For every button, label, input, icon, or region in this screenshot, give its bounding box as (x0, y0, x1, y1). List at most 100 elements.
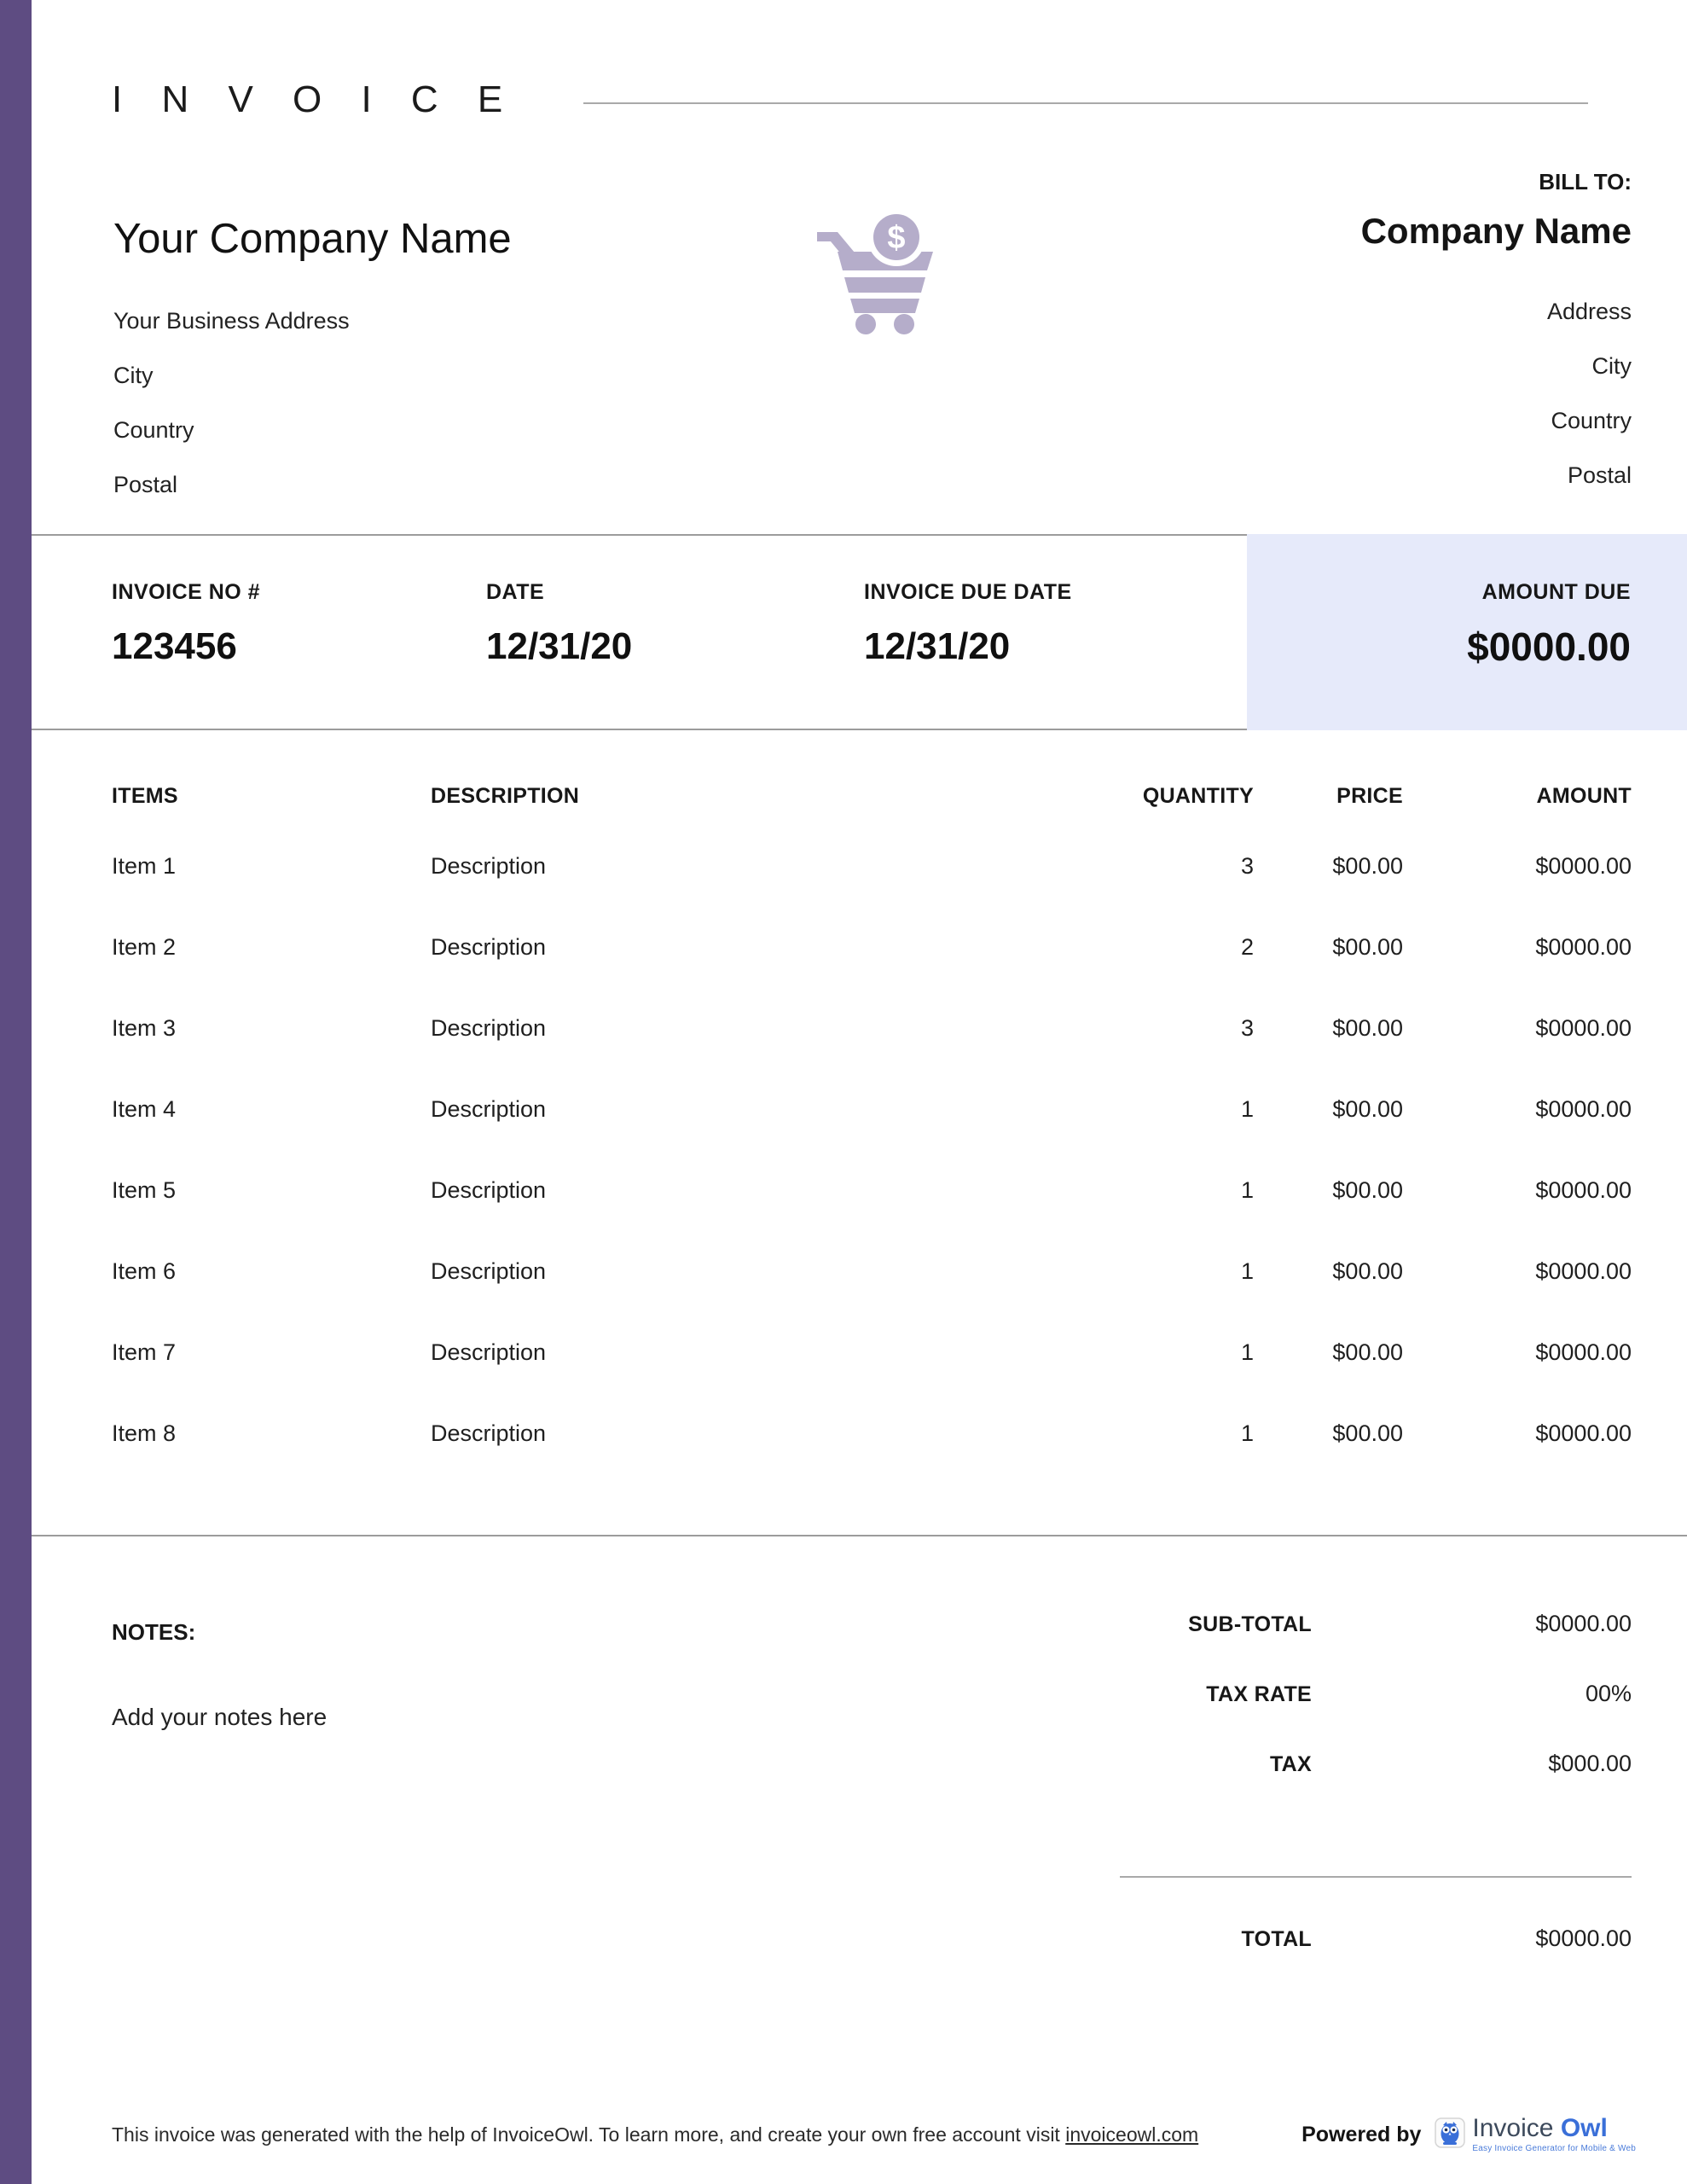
subtotal-value: $0000.00 (1535, 1611, 1632, 1636)
table-cell-price: $00.00 (1332, 1096, 1403, 1122)
table-cell-amount: $0000.00 (1535, 1258, 1632, 1284)
table-cell-item: Item 4 (112, 1096, 177, 1122)
column-header-amount: AMOUNT (1536, 784, 1632, 808)
footer-note: This invoice was generated with the help… (112, 2123, 1198, 2146)
table-cell-amount: $0000.00 (1535, 1339, 1632, 1365)
table-cell-quantity: 1 (1240, 1339, 1254, 1365)
seller-address-line: City (113, 363, 154, 388)
table-cell-item: Item 6 (112, 1258, 177, 1284)
table-cell-amount: $0000.00 (1535, 1015, 1632, 1041)
table-cell-price: $00.00 (1332, 1420, 1403, 1446)
table-cell-description: Description (431, 1420, 547, 1446)
totals-divider (1120, 1876, 1632, 1878)
table-cell-item: Item 2 (112, 934, 177, 960)
table-cell-quantity: 3 (1240, 853, 1254, 879)
table-cell-price: $00.00 (1332, 934, 1403, 960)
tax-value: $000.00 (1548, 1751, 1632, 1776)
table-cell-description: Description (431, 1177, 547, 1203)
table-cell-price: $00.00 (1332, 1258, 1403, 1284)
bill-to-address-line: Address (1546, 299, 1632, 324)
section-divider (0, 1535, 1687, 1536)
invoice-number-label: INVOICE NO # (112, 580, 261, 604)
table-cell-amount: $0000.00 (1535, 934, 1632, 960)
table-cell-item: Item 3 (112, 1015, 177, 1041)
amount-due-value: $0000.00 (1467, 624, 1631, 669)
invoice-date-value: 12/31/20 (486, 625, 633, 667)
powered-by-label: Powered by (1301, 2122, 1422, 2146)
svg-text:$: $ (887, 220, 905, 256)
tax-rate-label: TAX RATE (1206, 1682, 1312, 1706)
tax-rate-value: 00% (1585, 1681, 1632, 1706)
bill-to-address-line: City (1591, 353, 1632, 379)
bill-to-label: BILL TO: (1539, 169, 1632, 195)
owl-icon (1435, 2117, 1466, 2148)
seller-address-line: Your Business Address (113, 308, 350, 334)
subtotal-label: SUB-TOTAL (1188, 1612, 1312, 1636)
invoiceowl-link[interactable]: invoiceowl.com (1065, 2123, 1199, 2146)
total-row: TOTAL $0000.00 (1120, 1926, 1632, 1952)
invoiceowl-logo: Invoice Owl Easy Invoice Generator for M… (1435, 2116, 1636, 2153)
table-cell-description: Description (431, 1339, 547, 1365)
table-cell-description: Description (431, 1096, 547, 1122)
amount-due-label: AMOUNT DUE (1481, 580, 1631, 604)
page-title: I N V O I C E (112, 78, 518, 120)
table-cell-quantity: 1 (1240, 1420, 1254, 1446)
footer-note-text: This invoice was generated with the help… (112, 2123, 1066, 2146)
seller-address: Your Business Address City Country Posta… (113, 280, 659, 498)
column-header-description: DESCRIPTION (431, 784, 580, 808)
tax-rate-row: TAX RATE 00% (1120, 1681, 1632, 1707)
seller-address-line: Postal (113, 472, 178, 497)
invoice-due-date-value: 12/31/20 (864, 625, 1011, 667)
logo-invoice-text: Invoice (1472, 2114, 1554, 2142)
bill-to-company-name: Company Name (1360, 211, 1632, 251)
table-cell-amount: $0000.00 (1535, 1177, 1632, 1203)
total-value: $0000.00 (1535, 1926, 1632, 1951)
table-cell-quantity: 2 (1240, 934, 1254, 960)
table-cell-amount: $0000.00 (1535, 1420, 1632, 1446)
powered-by-block: Powered by Invoice Owl Easy Invoice Gene… (1301, 2116, 1636, 2154)
table-cell-item: Item 5 (112, 1177, 177, 1203)
title-divider (583, 102, 1588, 104)
subtotal-row: SUB-TOTAL $0000.00 (1120, 1611, 1632, 1637)
table-cell-description: Description (431, 853, 547, 879)
bill-to-address: Address City Country Postal (1154, 270, 1632, 489)
table-cell-amount: $0000.00 (1535, 853, 1632, 879)
bill-to-block: BILL TO: Company Name Address City Count… (1154, 169, 1632, 489)
invoice-meta-strip: INVOICE NO # 123456 DATE 12/31/20 INVOIC… (0, 534, 1687, 730)
invoice-date-field: DATE 12/31/20 (486, 580, 864, 729)
table-cell-item: Item 1 (112, 853, 177, 879)
column-header-price: PRICE (1336, 784, 1403, 808)
header: I N V O I C E (112, 78, 1588, 121)
left-accent-bar (0, 0, 32, 2184)
table-cell-price: $00.00 (1332, 1339, 1403, 1365)
seller-company-name: Your Company Name (113, 216, 512, 262)
tax-label: TAX (1269, 1752, 1312, 1776)
column-header-items: ITEMS (112, 784, 178, 808)
column-header-quantity: QUANTITY (1142, 784, 1254, 808)
notes-section: NOTES: Add your notes here (112, 1619, 709, 1731)
table-cell-description: Description (431, 1015, 547, 1041)
tax-row: TAX $000.00 (1120, 1751, 1632, 1777)
table-cell-description: Description (431, 934, 547, 960)
table-cell-item: Item 7 (112, 1339, 177, 1365)
cart-dollar-icon: $ (809, 208, 945, 346)
invoice-due-date-field: INVOICE DUE DATE 12/31/20 (864, 580, 1247, 729)
table-cell-amount: $0000.00 (1535, 1096, 1632, 1122)
table-cell-quantity: 1 (1240, 1258, 1254, 1284)
invoice-meta-fields: INVOICE NO # 123456 DATE 12/31/20 INVOIC… (0, 534, 1247, 730)
table-cell-description: Description (431, 1258, 547, 1284)
total-label: TOTAL (1241, 1927, 1312, 1951)
invoice-date-label: DATE (486, 580, 545, 604)
table-cell-price: $00.00 (1332, 1015, 1403, 1041)
table-cell-price: $00.00 (1332, 853, 1403, 879)
invoice-due-date-label: INVOICE DUE DATE (864, 580, 1072, 604)
notes-label: NOTES: (112, 1619, 196, 1645)
table-cell-quantity: 1 (1240, 1177, 1254, 1203)
bill-to-address-line: Postal (1567, 462, 1632, 488)
totals-section: SUB-TOTAL $0000.00 TAX RATE 00% TAX $000… (1120, 1611, 1632, 1952)
invoice-number-field: INVOICE NO # 123456 (112, 580, 486, 729)
logo-tagline: Easy Invoice Generator for Mobile & Web (1472, 2144, 1636, 2153)
table-cell-quantity: 3 (1240, 1015, 1254, 1041)
table-cell-quantity: 1 (1240, 1096, 1254, 1122)
items-table: ITEMS DESCRIPTION QUANTITY PRICE AMOUNT … (112, 772, 1632, 1474)
